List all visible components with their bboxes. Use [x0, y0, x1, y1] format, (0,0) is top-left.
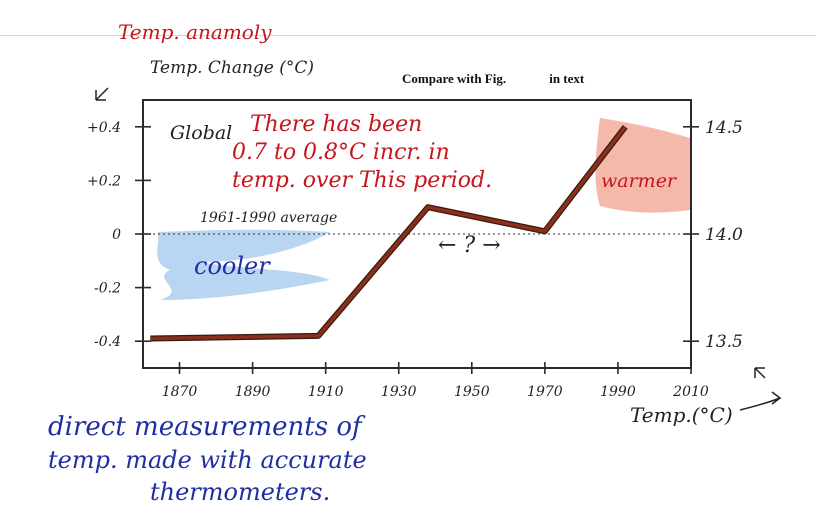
header-title: Compare with Fig. [402, 71, 507, 86]
y2-tick-label: 14.5 [705, 118, 743, 138]
cooler-label: cooler [194, 252, 270, 280]
average-label: 1961-1990 average [200, 210, 338, 226]
warmer-label: warmer [601, 170, 677, 192]
red-note-1: There has been [250, 112, 423, 137]
x-tick-label: 2010 [672, 384, 709, 400]
y2-tick-label: 13.5 [705, 332, 743, 352]
bottom-note-1: direct measurements of [48, 412, 362, 442]
left-axis: -0.4 -0.2 0 +0.2 +0.4 [87, 120, 151, 350]
y-tick-label: 0 [112, 227, 121, 243]
x-tick-label: 1870 [162, 384, 198, 400]
warmer-shading [595, 118, 690, 213]
y-tick-label: -0.2 [94, 281, 121, 297]
anomaly-note: Temp. anamoly [118, 20, 272, 44]
red-note-2: 0.7 to 0.8°C incr. in [232, 140, 450, 165]
y2-tick-label: 14.0 [705, 225, 743, 245]
y-tick-label: +0.2 [87, 173, 121, 189]
series-line [150, 125, 627, 341]
bottom-note-3: thermometers. [150, 478, 331, 506]
header-title-wrap: Compare with Fig. in text [402, 68, 584, 87]
bottom-note-2: temp. made with accurate [48, 446, 367, 474]
x-tick-label: 1930 [381, 384, 417, 400]
left-axis-title: Temp. Change (°C) [150, 58, 315, 78]
y-tick-label: -0.4 [94, 334, 121, 350]
bottom-axis: 1870 1890 1910 1930 1950 1970 1990 2010 [162, 362, 709, 400]
x-tick-label: 1890 [235, 384, 271, 400]
cooler-shading [157, 229, 330, 300]
x-tick-label: 1910 [308, 384, 344, 400]
right-arrow-icon [739, 391, 782, 411]
header-suffix: in text [549, 71, 585, 86]
x-tick-label: 1950 [454, 384, 490, 400]
series-layer [150, 124, 628, 342]
top-rule [0, 35, 816, 36]
x-tick-label: 1970 [527, 384, 563, 400]
flat-period-label: ← ? → [438, 233, 501, 258]
red-note-3: temp. over This period. [232, 168, 493, 193]
right-axis-title: Temp.(°C) [630, 403, 733, 427]
left-arrow-icon [95, 87, 109, 101]
global-label: Global [170, 122, 233, 144]
up-arrow-icon [754, 367, 766, 379]
right-axis: 13.5 14.0 14.5 [683, 118, 743, 352]
x-tick-label: 1990 [600, 384, 636, 400]
y-tick-label: +0.4 [87, 120, 121, 136]
